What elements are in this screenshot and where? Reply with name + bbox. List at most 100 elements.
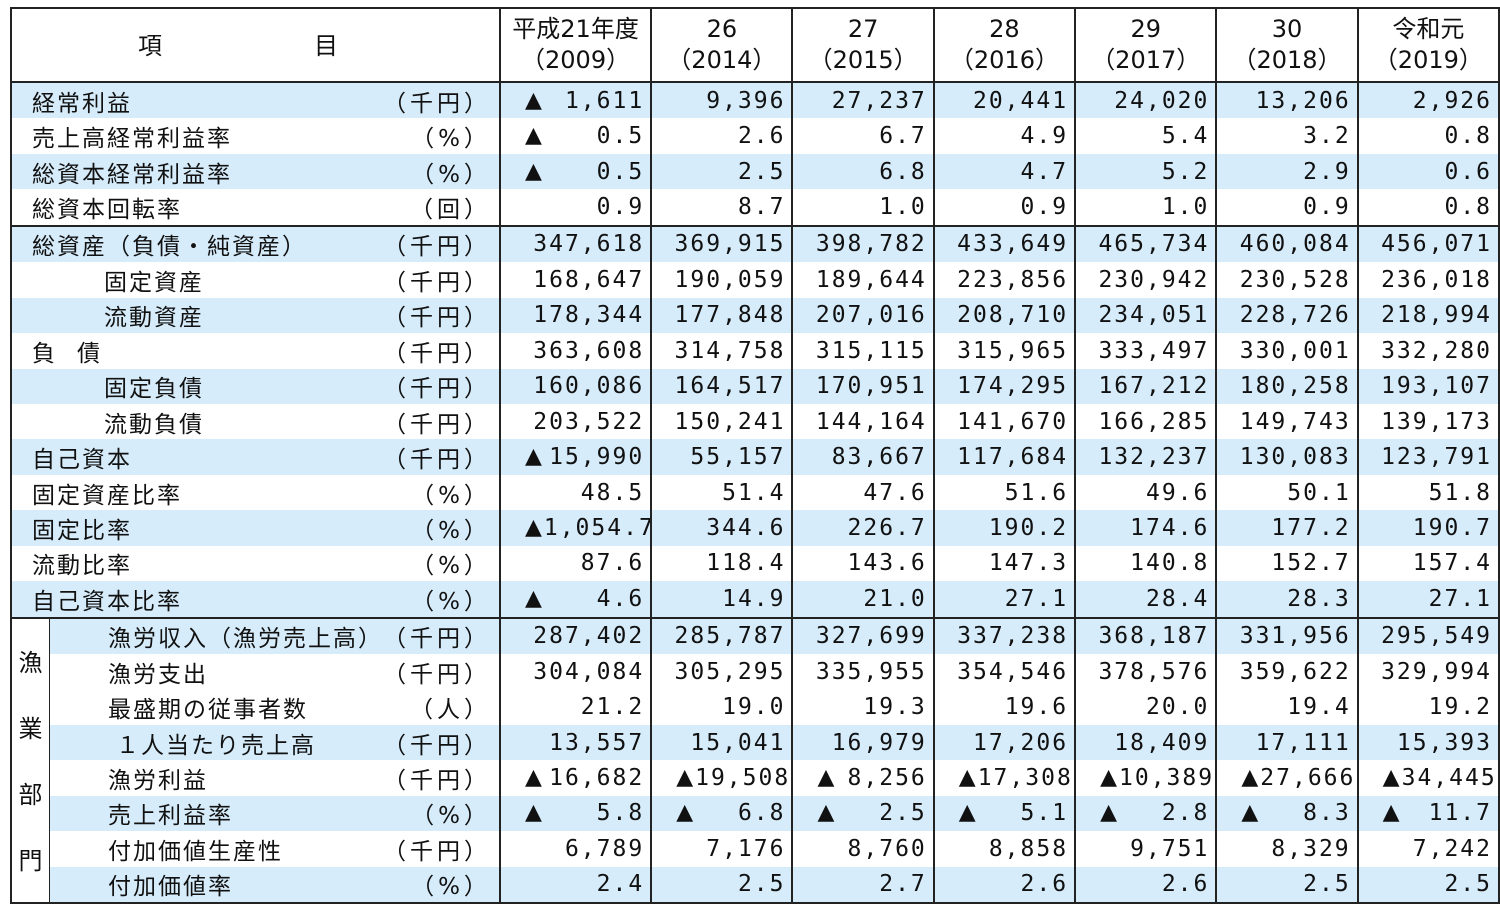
row-unit: （%） <box>382 118 501 154</box>
value-cell: ▲ 1,054.7 <box>499 510 653 546</box>
year-header: 28 （2016） <box>933 8 1077 83</box>
value-number: 0.5 <box>596 158 645 185</box>
value-cell: 218,994 <box>1357 297 1500 334</box>
value-cell: 333,497 <box>1075 333 1218 369</box>
row-unit: （千円） <box>382 831 501 867</box>
negative-triangle-icon: ▲ <box>676 765 696 791</box>
row-label: 自己資本比率 <box>11 581 383 618</box>
value-cell: 19.6 <box>933 689 1077 725</box>
table-row: 売上高経常利益率 （%） ▲ 0.5 2.6 6.7 4.9 5.4 3.2 0.8 <box>11 118 1500 154</box>
row-unit: （千円） <box>382 724 501 761</box>
value-number: 4.6 <box>596 585 645 612</box>
value-cell: ▲ 27,666 <box>1216 760 1359 796</box>
value-cell: ▲ 34,445 <box>1357 760 1500 796</box>
fishery-section-label: 漁業部門 <box>11 616 50 904</box>
value-cell: 315,115 <box>792 333 935 369</box>
year-header: 30 （2018） <box>1216 8 1359 83</box>
value-cell: 20.0 <box>1075 689 1218 725</box>
section-label-char: 業 <box>18 715 43 744</box>
value-cell: 230,528 <box>1216 262 1359 298</box>
row-unit: （%） <box>382 866 501 904</box>
value-cell: 17,206 <box>933 724 1077 761</box>
negative-triangle-icon: ▲ <box>817 800 837 826</box>
value-cell: 28.3 <box>1216 581 1359 618</box>
row-unit: （千円） <box>382 297 501 334</box>
row-label: 固定資産比率 <box>11 474 383 511</box>
value-cell: 305,295 <box>651 654 794 690</box>
value-cell: 4.7 <box>933 153 1077 190</box>
year-label: 平成21年度 <box>512 15 639 43</box>
year-western: （2018） <box>1232 46 1342 74</box>
table-row: 総資本回転率 （回） 0.9 8.7 1.0 0.9 1.0 0.9 0.8 <box>11 189 1500 226</box>
value-cell: 27.1 <box>1357 581 1500 618</box>
section-label-char: 門 <box>18 847 43 876</box>
table-row: 付加価値率 （%） 2.4 2.5 2.7 2.6 2.6 2.5 2.5 <box>11 866 1500 904</box>
value-cell: 344.6 <box>651 510 794 546</box>
table-row: 流動比率 （%） 87.6 118.4 143.6 147.3 140.8 152.7 157.… <box>11 545 1500 582</box>
value-cell: 226.7 <box>792 510 935 546</box>
value-cell: 24,020 <box>1075 82 1218 119</box>
value-number: 8.3 <box>1303 800 1351 827</box>
row-label: 自己資本 <box>11 439 383 475</box>
row-label: 付加価値生産性 <box>49 831 383 867</box>
value-cell: 363,608 <box>499 333 653 369</box>
row-label: 漁労支出 <box>49 654 383 690</box>
value-number: 6.8 <box>737 800 786 827</box>
value-cell: 2.4 <box>499 866 653 904</box>
item-header-char-1: 項 <box>138 32 162 60</box>
value-cell: 55,157 <box>651 439 794 475</box>
value-cell: ▲ 10,389 <box>1075 760 1218 796</box>
value-cell: 6.7 <box>792 118 935 154</box>
financial-indicators-table: 項 目 平成21年度 （2009） 26 （2014） 27 （2015） 28 （20… <box>10 7 1500 905</box>
table-row: 付加価値生産性 （千円） 6,789 7,176 8,760 8,858 9,751 8,32… <box>11 831 1500 867</box>
value-cell: 9,396 <box>651 82 794 119</box>
negative-triangle-icon: ▲ <box>817 765 837 791</box>
row-unit: （千円） <box>382 262 501 298</box>
value-cell: 19.3 <box>792 689 935 725</box>
value-cell: 47.6 <box>792 474 935 511</box>
table-row: 経常利益 （千円） ▲ 1,611 9,396 27,237 20,441 24,020 13,… <box>11 82 1500 119</box>
row-unit: （回） <box>382 189 501 226</box>
negative-triangle-icon: ▲ <box>524 765 544 791</box>
row-label: 漁労利益 <box>49 760 383 796</box>
value-cell: 332,280 <box>1357 333 1500 369</box>
value-number: 8,256 <box>847 765 927 792</box>
negative-triangle-icon: ▲ <box>676 800 696 826</box>
value-cell: 16,979 <box>792 724 935 761</box>
value-cell: 6,789 <box>499 831 653 867</box>
value-cell: 327,699 <box>792 616 935 654</box>
value-cell: 8.7 <box>651 189 794 226</box>
row-label: 売上高経常利益率 <box>11 118 383 154</box>
value-cell: 17,111 <box>1216 724 1359 761</box>
value-cell: 19.0 <box>651 689 794 725</box>
value-cell: 0.9 <box>933 189 1077 226</box>
row-unit: （%） <box>382 545 501 582</box>
row-unit: （千円） <box>382 439 501 475</box>
value-cell: 189,644 <box>792 262 935 298</box>
value-cell: 49.6 <box>1075 474 1218 511</box>
year-label: 26 <box>706 15 738 43</box>
row-label: 総資本経常利益率 <box>11 153 383 190</box>
year-western: （2016） <box>949 46 1059 74</box>
value-cell: 19.2 <box>1357 689 1500 725</box>
table-row: 固定比率 （%） ▲ 1,054.7 344.6 226.7 190.2 174.6 177.2… <box>11 510 1500 546</box>
table-row: 固定資産比率 （%） 48.5 51.4 47.6 51.6 49.6 50.1 51.8 <box>11 474 1500 511</box>
value-cell: 7,242 <box>1357 831 1500 867</box>
value-cell: ▲ 8.3 <box>1216 795 1359 832</box>
value-cell: 208,710 <box>933 297 1077 334</box>
value-cell: 6.8 <box>792 153 935 190</box>
value-cell: 149,743 <box>1216 403 1359 440</box>
value-number: 2.5 <box>879 800 927 827</box>
value-number: 5.8 <box>596 800 645 827</box>
row-label: 経常利益 <box>11 82 383 119</box>
value-cell: 2.6 <box>1075 866 1218 904</box>
value-cell: ▲ 17,308 <box>933 760 1077 796</box>
negative-triangle-icon: ▲ <box>524 585 544 611</box>
value-cell: 378,576 <box>1075 654 1218 690</box>
value-cell: 0.9 <box>1216 189 1359 226</box>
value-cell: 0.6 <box>1357 153 1500 190</box>
row-unit: （%） <box>382 153 501 190</box>
table-row: 固定負債 （千円） 160,086 164,517 170,951 174,295 167,… <box>11 368 1500 404</box>
value-cell: ▲ 0.5 <box>499 153 653 190</box>
value-cell: 7,176 <box>651 831 794 867</box>
